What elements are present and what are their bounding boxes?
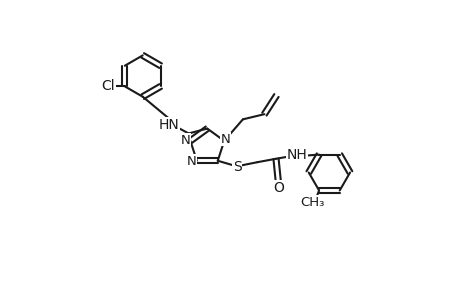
Text: Cl: Cl — [101, 79, 115, 93]
Text: N: N — [180, 134, 190, 147]
Text: CH₃: CH₃ — [301, 196, 325, 209]
Text: NH: NH — [287, 148, 307, 162]
Text: N: N — [221, 133, 231, 146]
Text: HN: HN — [159, 118, 180, 132]
Text: O: O — [273, 181, 284, 195]
Text: N: N — [187, 155, 196, 168]
Text: S: S — [233, 160, 242, 174]
